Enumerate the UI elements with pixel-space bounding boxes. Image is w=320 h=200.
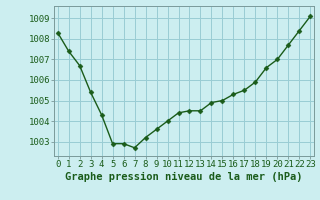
X-axis label: Graphe pression niveau de la mer (hPa): Graphe pression niveau de la mer (hPa): [65, 172, 303, 182]
